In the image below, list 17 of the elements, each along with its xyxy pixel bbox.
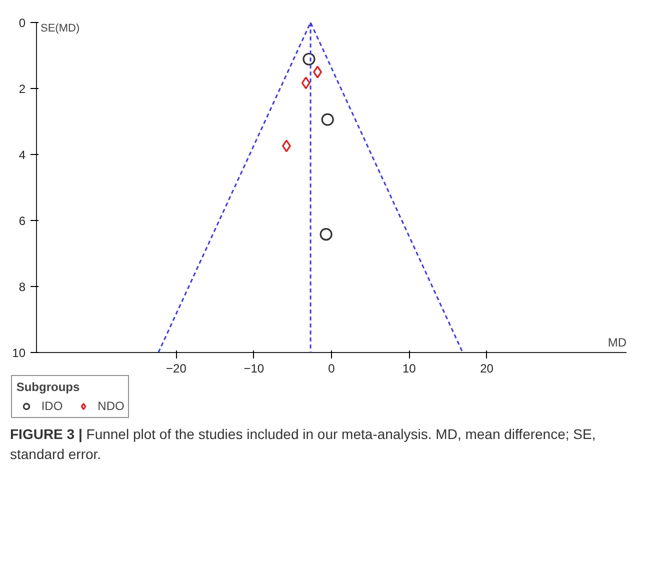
legend-title: Subgroups	[16, 380, 81, 394]
y-tick-label: 0	[18, 16, 26, 30]
y-tick-label: 8	[18, 280, 26, 294]
y-tick-label: 6	[18, 214, 26, 228]
x-tick-label: −10	[244, 362, 264, 376]
legend-label: NDO	[98, 399, 124, 413]
x-tick-label: 10	[402, 362, 416, 376]
y-tick-label: 10	[12, 346, 26, 360]
x-tick-label: 20	[480, 362, 494, 376]
y-axis-title: SE(MD)	[40, 22, 80, 34]
x-tick-label: 0	[328, 362, 336, 376]
legend-label: IDO	[41, 399, 63, 413]
caption: FIGURE 3 | Funnel plot of the studies included in our meta-analysis. MD, mean difference; SE, standard error.	[10, 425, 597, 464]
y-tick-label: 2	[18, 82, 26, 96]
x-tick-label: −20	[166, 362, 187, 376]
x-axis-title: MD	[608, 336, 627, 350]
y-tick-label: 4	[18, 148, 26, 162]
